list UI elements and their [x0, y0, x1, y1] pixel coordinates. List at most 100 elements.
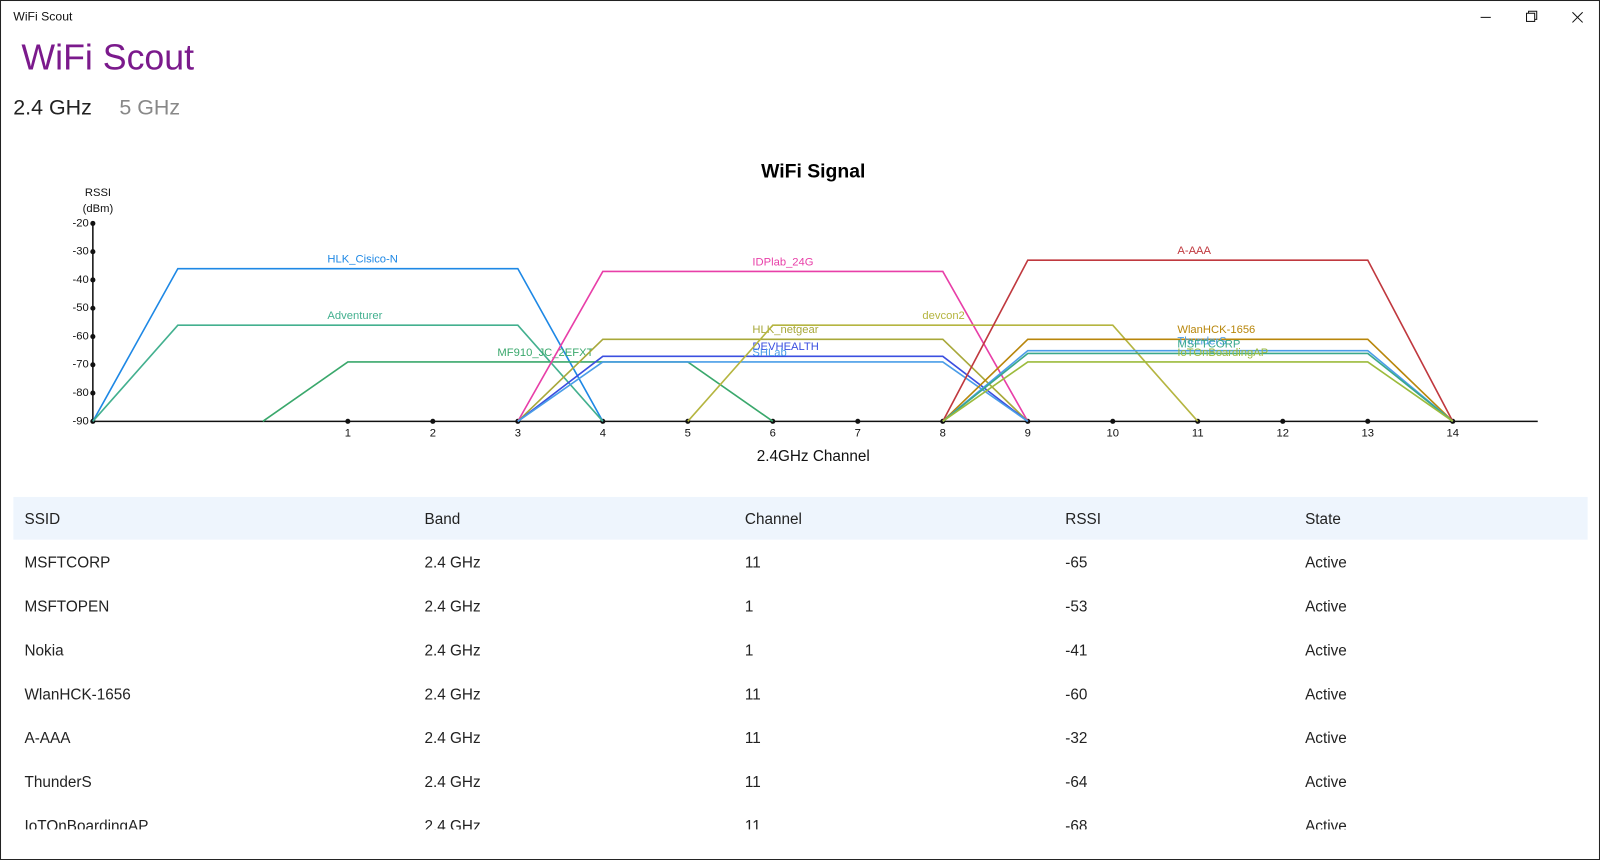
y-tick-label: -90	[73, 415, 89, 427]
y-tick	[90, 220, 96, 226]
table-header	[13, 496, 1588, 540]
table-cell: Nokia	[24, 642, 64, 660]
signal-label: IDPlab_24G	[752, 256, 813, 268]
window-title: WiFi Scout	[13, 9, 73, 24]
y-tick	[90, 277, 96, 283]
table-cell: 2.4 GHz	[424, 729, 481, 748]
table-cell: -68	[1065, 817, 1088, 830]
x-tick	[345, 418, 351, 424]
restore-button[interactable]	[1526, 12, 1536, 22]
signal-curve	[517, 355, 1029, 422]
signal-label: MF910_JC_2EFXT	[497, 347, 593, 359]
table-cell: WlanHCK-1656	[24, 686, 131, 704]
y-axis-label: RSSI	[85, 187, 111, 199]
table-cell: 11	[744, 773, 761, 792]
x-tick-label: 7	[855, 428, 861, 440]
x-tick-label: 9	[1025, 428, 1031, 440]
table-cell: 2.4 GHz	[424, 817, 481, 830]
signal-curve	[942, 352, 1454, 422]
table-cell: -32	[1065, 729, 1088, 748]
signal-curve	[942, 349, 1454, 422]
signal-curve	[687, 324, 1199, 422]
window-controls	[1480, 10, 1584, 23]
tab[interactable]: 5 GHz	[119, 95, 181, 120]
signal-label: HLK_Cisico-N	[327, 254, 397, 266]
chart: WiFi Signal RSSI (dBm) 2.4GHz Channel -2…	[73, 161, 1538, 465]
table-cell: -60	[1065, 686, 1088, 704]
y-axis-label: (dBm)	[83, 203, 114, 215]
table-cell: 2.4 GHz	[424, 686, 481, 704]
y-tick-label: -50	[73, 302, 89, 314]
x-tick-label: 11	[1192, 428, 1204, 440]
table-cell: 2.4 GHz	[424, 773, 481, 792]
restore-icon	[1528, 10, 1538, 20]
table-cell: Active	[1305, 554, 1347, 572]
table-cell: Active	[1305, 686, 1347, 704]
table-cell: Active	[1305, 598, 1347, 616]
y-tick	[90, 390, 96, 396]
y-tick-label: -80	[73, 387, 89, 399]
column-header: SSID	[24, 510, 61, 528]
table-cell: Active	[1305, 642, 1347, 660]
signal-curve	[517, 270, 1029, 422]
chart-title: WiFi Signal	[761, 161, 865, 183]
x-tick-label: 5	[685, 428, 691, 440]
y-tick-label: -40	[73, 274, 89, 286]
signal-curve	[92, 267, 604, 422]
signal-label: A-AAA	[1177, 245, 1211, 257]
table-cell: 11	[744, 554, 761, 572]
table-cell: 1	[744, 642, 754, 660]
y-tick-label: -70	[73, 359, 89, 371]
table-cell: 11	[744, 686, 761, 704]
signal-curve	[262, 361, 774, 423]
table-cell: MSFTOPEN	[24, 598, 110, 616]
x-tick-label: 14	[1447, 428, 1459, 440]
x-tick-label: 13	[1362, 428, 1374, 440]
network-table: SSID Band Channel RSSI State MSFTCORP 2.4 GHz 1…	[13, 496, 1588, 830]
y-tick-label: -30	[73, 246, 89, 258]
x-tick	[855, 418, 861, 424]
table-cell: MSFTCORP	[24, 554, 111, 572]
y-tick	[90, 333, 96, 340]
x-tick	[1280, 418, 1286, 424]
y-tick-label: -20	[73, 217, 89, 229]
table-cell: Active	[1305, 817, 1347, 830]
signal-label: MSFTCORP	[1177, 338, 1240, 350]
y-tick-label: -60	[73, 330, 89, 342]
signal-label: DEVHEALTH	[752, 341, 819, 353]
x-tick-label: 12	[1277, 428, 1289, 440]
signal-label: WlanHCK-1656	[1177, 324, 1255, 336]
signal-curve	[92, 324, 604, 422]
y-tick	[90, 249, 96, 255]
signal-label: HLK_netgear	[752, 324, 818, 336]
x-tick-label: 1	[345, 428, 351, 440]
table-cell: Active	[1305, 773, 1347, 792]
table-cell: 1	[744, 598, 754, 616]
signal-curve	[942, 259, 1454, 422]
table-cell: -41	[1065, 642, 1088, 660]
x-tick	[430, 418, 436, 424]
y-tick	[90, 362, 96, 368]
table-cell: -64	[1065, 773, 1088, 792]
signal-label: Adventurer	[327, 310, 382, 322]
column-header: Channel	[744, 510, 802, 528]
signal-curve	[942, 361, 1454, 423]
table-cell: IoTOnBoardingAP	[24, 817, 149, 830]
x-tick-label: 6	[770, 428, 776, 440]
x-tick-label: 2	[430, 428, 436, 440]
table-cell: ThunderS	[24, 773, 92, 792]
x-tick-label: 10	[1107, 428, 1119, 440]
x-tick	[1365, 418, 1371, 424]
y-tick	[90, 305, 96, 311]
signal-label: ThunderS	[1177, 336, 1226, 348]
tab[interactable]: 2.4 GHz	[13, 95, 92, 120]
table-cell: 2.4 GHz	[424, 554, 481, 572]
column-header: State	[1305, 510, 1341, 528]
table-cell: 2.4 GHz	[424, 598, 481, 616]
close-button[interactable]	[1572, 11, 1584, 23]
x-tick	[1110, 418, 1116, 424]
table-cell: -65	[1065, 554, 1088, 572]
signal-curve	[942, 338, 1454, 422]
